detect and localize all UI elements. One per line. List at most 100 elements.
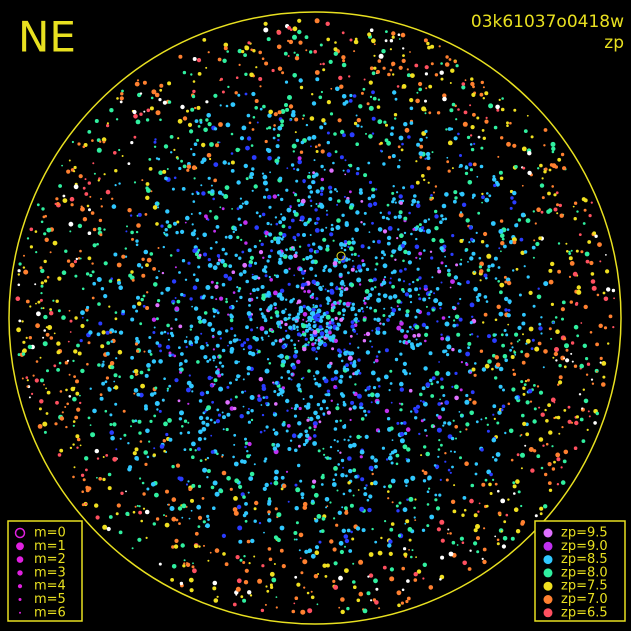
star bbox=[387, 226, 393, 231]
star bbox=[132, 304, 136, 309]
star bbox=[242, 513, 247, 518]
star bbox=[177, 118, 183, 124]
star bbox=[326, 325, 329, 328]
star bbox=[123, 433, 127, 437]
star bbox=[80, 323, 85, 329]
star bbox=[186, 109, 189, 113]
star bbox=[568, 275, 572, 278]
star bbox=[452, 419, 455, 422]
star bbox=[540, 466, 544, 470]
star bbox=[414, 409, 419, 414]
star bbox=[494, 482, 498, 486]
star bbox=[307, 307, 312, 312]
star bbox=[388, 539, 393, 544]
star bbox=[315, 415, 321, 420]
star bbox=[253, 463, 256, 466]
star bbox=[76, 446, 79, 449]
star bbox=[138, 431, 142, 435]
star bbox=[469, 256, 474, 261]
star bbox=[305, 433, 310, 438]
star bbox=[542, 366, 545, 369]
star bbox=[262, 486, 267, 491]
star bbox=[277, 138, 280, 142]
star bbox=[346, 240, 352, 246]
star bbox=[141, 179, 144, 182]
star bbox=[438, 361, 440, 363]
star bbox=[326, 100, 331, 105]
star bbox=[504, 296, 509, 302]
star bbox=[335, 285, 338, 288]
star bbox=[421, 106, 427, 112]
star bbox=[356, 277, 362, 283]
star bbox=[319, 287, 323, 292]
star bbox=[82, 478, 86, 482]
star bbox=[110, 277, 113, 281]
star bbox=[104, 409, 108, 413]
star bbox=[402, 186, 406, 190]
star bbox=[143, 110, 146, 113]
star bbox=[144, 373, 149, 378]
star bbox=[463, 110, 468, 115]
star bbox=[331, 347, 335, 351]
star bbox=[187, 421, 190, 424]
star bbox=[201, 420, 206, 425]
star bbox=[196, 58, 202, 63]
star bbox=[317, 341, 322, 347]
star bbox=[307, 319, 310, 322]
star bbox=[332, 478, 336, 482]
star bbox=[202, 232, 207, 238]
star bbox=[137, 537, 142, 542]
star bbox=[557, 269, 561, 274]
star bbox=[464, 79, 467, 82]
star bbox=[555, 329, 560, 335]
star bbox=[73, 165, 77, 170]
star bbox=[550, 302, 555, 306]
star bbox=[328, 185, 333, 190]
star bbox=[124, 255, 128, 258]
star bbox=[134, 505, 137, 508]
star bbox=[79, 394, 81, 397]
star bbox=[224, 235, 228, 239]
star bbox=[279, 296, 285, 301]
star bbox=[223, 194, 229, 199]
star bbox=[210, 384, 213, 387]
star bbox=[183, 562, 186, 565]
star bbox=[127, 162, 131, 166]
star bbox=[543, 504, 548, 509]
star bbox=[118, 148, 121, 152]
star bbox=[68, 309, 71, 312]
star bbox=[398, 38, 401, 40]
star bbox=[390, 271, 394, 275]
star bbox=[373, 54, 376, 57]
star bbox=[344, 538, 350, 544]
star bbox=[348, 342, 352, 345]
star bbox=[222, 428, 225, 431]
star bbox=[520, 467, 523, 470]
star bbox=[252, 288, 256, 293]
star bbox=[239, 136, 245, 141]
star bbox=[298, 245, 302, 248]
star bbox=[534, 514, 538, 518]
star bbox=[496, 108, 500, 112]
star bbox=[394, 249, 397, 252]
star bbox=[419, 399, 422, 402]
star bbox=[423, 249, 426, 252]
star bbox=[368, 552, 374, 557]
star bbox=[97, 363, 101, 367]
star bbox=[112, 456, 118, 462]
star bbox=[410, 410, 413, 413]
star bbox=[285, 298, 288, 301]
star bbox=[188, 487, 192, 492]
star bbox=[316, 603, 319, 606]
star bbox=[53, 332, 56, 335]
star bbox=[87, 486, 92, 491]
star bbox=[323, 168, 326, 171]
star bbox=[399, 201, 403, 205]
star bbox=[146, 363, 151, 368]
star bbox=[178, 367, 182, 371]
star bbox=[515, 479, 520, 484]
star bbox=[110, 435, 115, 441]
star bbox=[207, 122, 212, 127]
star bbox=[168, 384, 172, 388]
star bbox=[129, 374, 134, 380]
